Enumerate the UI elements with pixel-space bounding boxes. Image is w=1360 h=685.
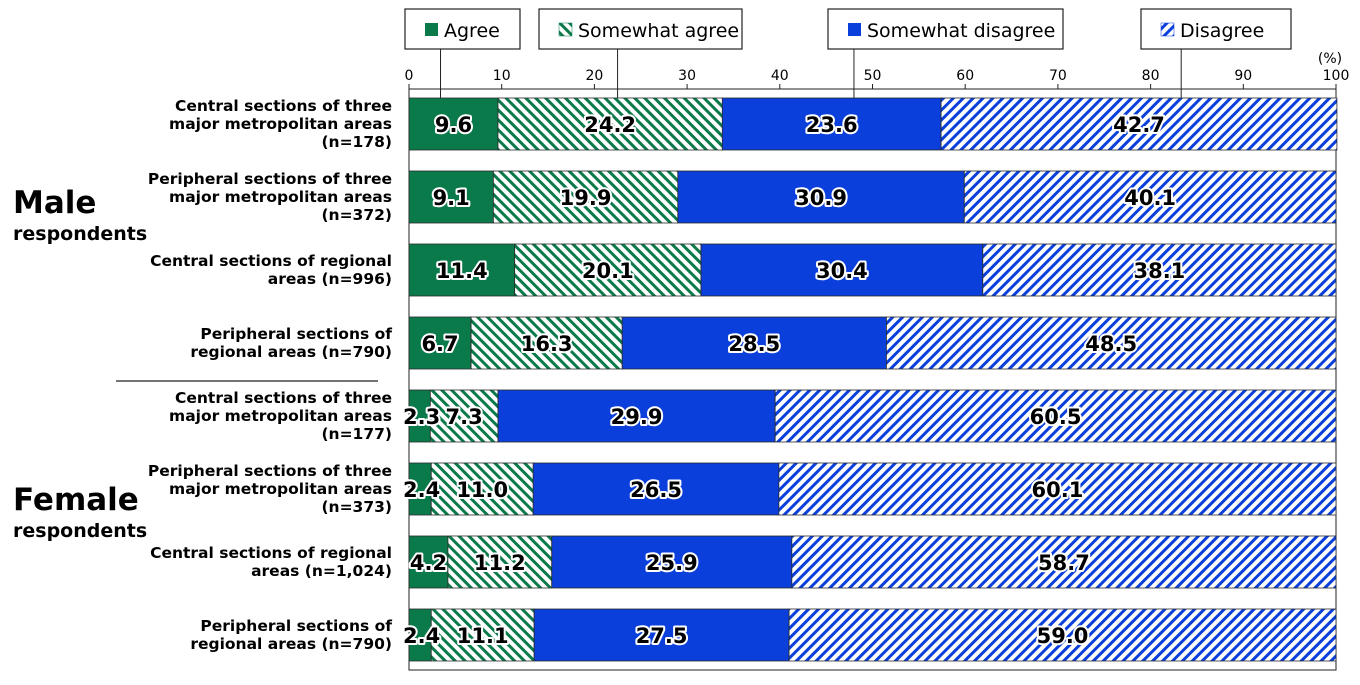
data-label-disagree: 48.5 (1085, 332, 1137, 356)
legend-swatch (425, 23, 438, 36)
legend-label: Agree (444, 20, 500, 42)
legend-label: Disagree (1180, 20, 1264, 42)
data-label-agree: 2.3 (403, 405, 440, 429)
legend-label: Somewhat disagree (867, 20, 1055, 42)
x-tick-label: 50 (864, 68, 882, 84)
legend-swatch (848, 23, 861, 36)
bar-somewhat-agree (430, 462, 534, 516)
bar-somewhat-disagree (532, 462, 780, 516)
bar-agree (408, 97, 499, 151)
bar-disagree (774, 389, 1337, 443)
bar-disagree (788, 608, 1337, 662)
x-tick-label: 100 (1323, 68, 1350, 84)
category-label: Central sections of three major metropoli… (169, 389, 392, 443)
category-label: Peripheral sections of regional areas (n=… (190, 325, 392, 361)
bar-disagree (778, 462, 1337, 516)
bar-disagree (886, 316, 1337, 370)
bar-somewhat-agree (497, 97, 723, 151)
bar-somewhat-disagree (497, 389, 776, 443)
category-label: Central sections of regional areas (n=1,0… (150, 544, 392, 580)
legend-box (404, 8, 521, 50)
data-label-disagree: 58.7 (1038, 551, 1090, 575)
legend-box (538, 8, 743, 50)
data-label-somewhat-disagree: 23.6 (806, 113, 858, 137)
x-tick-label: 0 (405, 68, 414, 84)
category-label: Central sections of three major metropoli… (169, 97, 392, 151)
data-label-agree: 9.6 (435, 113, 472, 137)
bar-somewhat-agree (447, 535, 553, 589)
data-label-disagree: 60.1 (1032, 478, 1084, 502)
group-title: Female (13, 482, 139, 518)
bar-somewhat-disagree (677, 170, 965, 224)
category-label: Peripheral sections of three major metrop… (148, 170, 392, 224)
x-tick-label: 90 (1234, 68, 1252, 84)
bar-disagree (791, 535, 1337, 589)
legend-label: Somewhat agree (578, 20, 739, 42)
bar-somewhat-disagree (721, 97, 942, 151)
group-subtitle: respondents (13, 223, 147, 245)
data-label-agree: 4.2 (410, 551, 447, 575)
data-label-disagree: 38.1 (1133, 259, 1185, 283)
data-label-somewhat-disagree: 25.9 (646, 551, 698, 575)
bar-somewhat-disagree (621, 316, 887, 370)
legend-item-agree: Agree (404, 8, 521, 104)
data-label-somewhat-agree: 11.0 (456, 478, 508, 502)
data-label-disagree: 60.5 (1030, 405, 1082, 429)
data-label-somewhat-agree: 16.3 (521, 332, 573, 356)
data-label-somewhat-disagree: 26.5 (630, 478, 682, 502)
data-label-agree: 11.4 (436, 259, 488, 283)
bar-somewhat-agree (470, 316, 623, 370)
data-label-somewhat-agree: 24.2 (584, 113, 636, 137)
data-label-somewhat-agree: 11.2 (474, 551, 526, 575)
bar-somewhat-disagree (700, 243, 984, 297)
bar-agree (408, 243, 516, 297)
legend-swatch (1160, 22, 1175, 37)
data-label-disagree: 42.7 (1113, 113, 1165, 137)
x-tick-label: 30 (678, 68, 696, 84)
data-label-somewhat-disagree: 27.5 (636, 624, 688, 648)
bar-disagree (982, 243, 1337, 297)
bar-agree (408, 316, 472, 370)
data-label-somewhat-agree: 11.1 (457, 624, 509, 648)
bar-somewhat-agree (514, 243, 702, 297)
data-label-somewhat-agree: 19.9 (560, 186, 612, 210)
data-label-somewhat-disagree: 29.9 (611, 405, 663, 429)
bar-agree (408, 170, 494, 224)
x-tick-label: 20 (585, 68, 603, 84)
data-label-agree: 2.4 (403, 624, 440, 648)
data-label-somewhat-disagree: 28.5 (728, 332, 780, 356)
legend-item-somewhat-agree: Somewhat agree (538, 8, 743, 104)
legend-item-disagree: Disagree (1140, 8, 1292, 104)
group-title: Male (13, 185, 96, 221)
x-tick-label: 60 (956, 68, 974, 84)
legend-item-somewhat-disagree: Somewhat disagree (827, 8, 1064, 104)
group-subtitle: respondents (13, 520, 147, 542)
data-label-agree: 6.7 (421, 332, 458, 356)
bar-somewhat-agree (430, 608, 535, 662)
x-tick-label: 70 (1049, 68, 1067, 84)
category-label: Peripheral sections of three major metrop… (148, 462, 392, 516)
category-label: Peripheral sections of regional areas (n=… (190, 617, 392, 653)
x-tick-label: 80 (1142, 68, 1160, 84)
data-label-agree: 9.1 (433, 186, 470, 210)
data-label-somewhat-agree: 7.3 (446, 405, 483, 429)
x-tick-label: 10 (493, 68, 511, 84)
data-label-agree: 2.4 (403, 478, 440, 502)
bar-disagree (963, 170, 1337, 224)
bar-disagree (940, 97, 1338, 151)
unit-label: (%) (1318, 51, 1342, 67)
data-label-disagree: 59.0 (1037, 624, 1089, 648)
data-label-somewhat-disagree: 30.9 (795, 186, 847, 210)
legend-swatch (558, 22, 573, 37)
data-label-disagree: 40.1 (1124, 186, 1176, 210)
data-label-somewhat-disagree: 30.4 (816, 259, 868, 283)
legend-box (827, 8, 1064, 50)
category-label: Central sections of regional areas (n=996… (150, 252, 392, 288)
bar-somewhat-agree (492, 170, 679, 224)
data-label-somewhat-agree: 20.1 (582, 259, 634, 283)
x-tick-label: 40 (771, 68, 789, 84)
